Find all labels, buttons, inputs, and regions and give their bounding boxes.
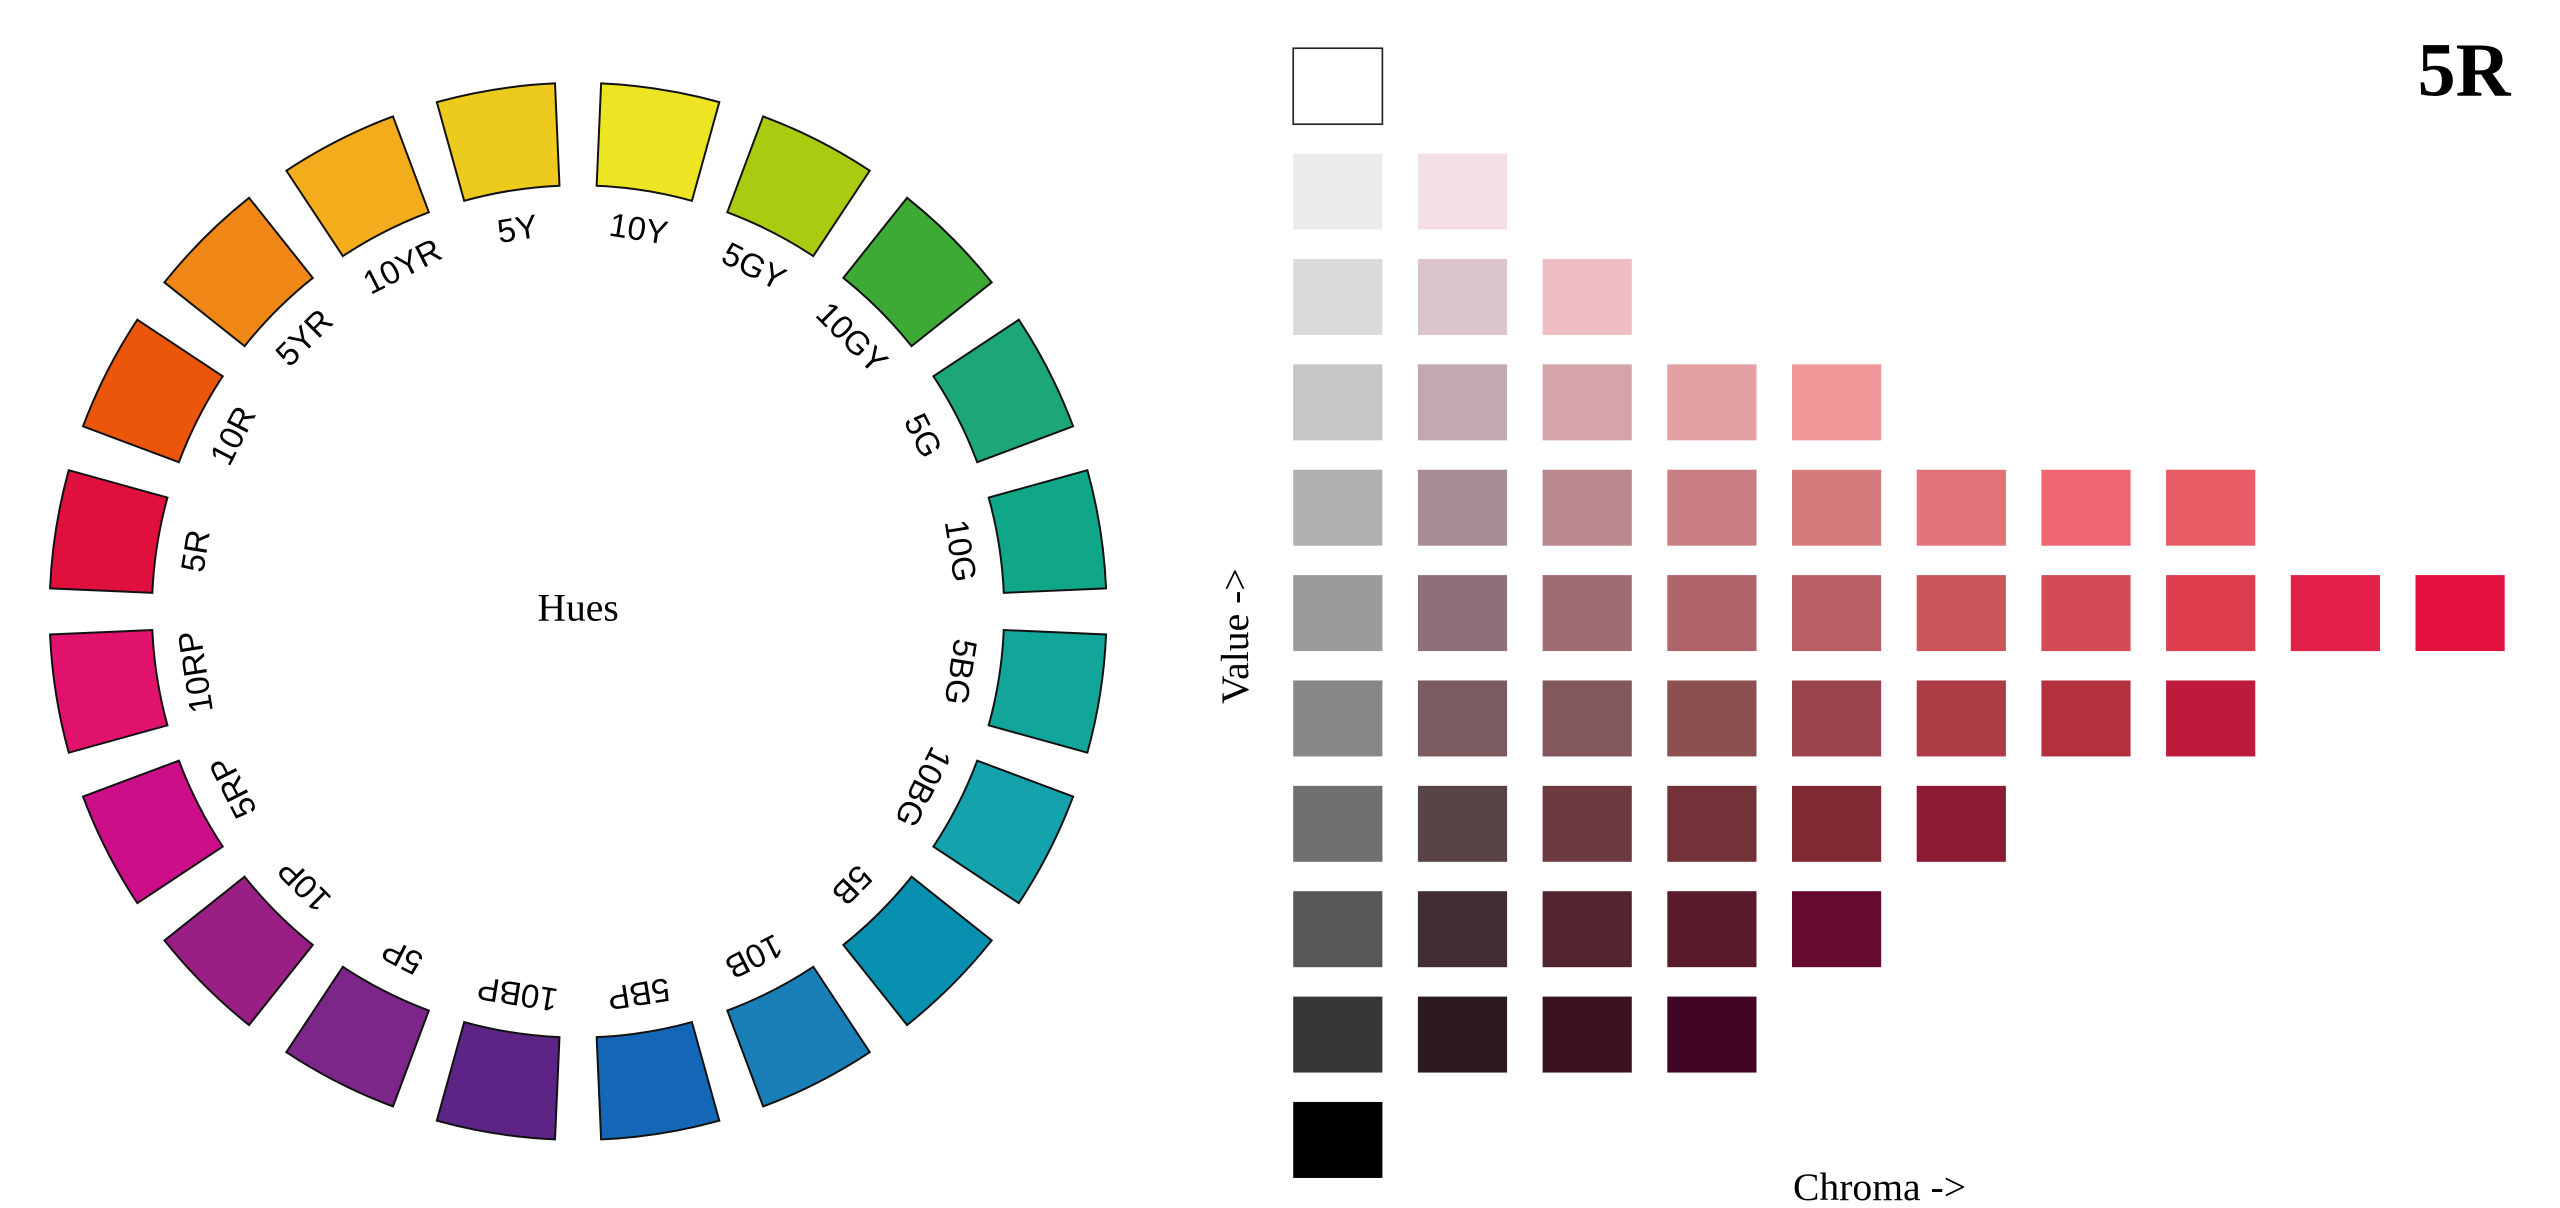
color-swatch <box>1417 575 1508 652</box>
wheel-center-label: Hues <box>537 586 618 630</box>
hue-label: 5R <box>174 527 217 574</box>
color-swatch <box>1293 785 1383 862</box>
color-swatch <box>1293 996 1383 1073</box>
color-swatch <box>1417 680 1508 757</box>
hue-segment <box>284 115 431 258</box>
color-swatch <box>1792 364 1882 441</box>
color-swatch <box>1542 469 1632 546</box>
color-swatch <box>1417 891 1508 968</box>
color-swatch <box>1417 153 1508 230</box>
color-swatch <box>1667 785 1757 862</box>
hue-segment <box>49 628 169 754</box>
hue-segment <box>163 196 315 348</box>
hue-segment <box>284 965 431 1108</box>
hue-label: 5GY <box>716 235 792 298</box>
hue-segment <box>49 468 169 594</box>
hue-segment <box>726 965 872 1108</box>
hue-label: 5Y <box>495 207 541 250</box>
color-swatch <box>2041 469 2131 546</box>
color-swatch <box>1667 891 1757 968</box>
hue-label: 10RP <box>170 628 219 715</box>
color-swatch <box>1293 891 1383 968</box>
color-swatch <box>1792 469 1882 546</box>
color-swatch <box>1417 996 1508 1073</box>
hue-segment <box>841 875 994 1027</box>
hue-segment <box>435 82 561 203</box>
hue-label: 10Y <box>607 206 671 252</box>
color-swatch <box>1293 364 1383 441</box>
color-swatch <box>1667 469 1757 546</box>
hue-segment <box>81 318 225 464</box>
hue-label: 10B <box>719 927 788 987</box>
color-swatch <box>2041 575 2131 652</box>
color-swatch <box>2166 680 2256 757</box>
hue-label: 10BP <box>475 970 561 1019</box>
chroma-axis-label: Chroma -> <box>1793 1165 1966 1208</box>
color-swatch <box>2290 575 2380 652</box>
color-swatch <box>1417 469 1508 546</box>
hue-label: 5BG <box>937 637 984 708</box>
hue-label: 5G <box>897 407 950 463</box>
hue-label: 5YR <box>268 302 340 374</box>
color-swatch <box>1542 891 1632 968</box>
color-swatch <box>1916 680 2006 757</box>
color-swatch <box>2041 680 2131 757</box>
color-swatch <box>1916 469 2006 546</box>
color-swatch <box>2415 575 2505 652</box>
color-swatch <box>1792 891 1882 968</box>
hue-label: 10R <box>202 400 262 471</box>
hue-label: 10BG <box>888 741 959 833</box>
color-swatch <box>1916 575 2006 652</box>
hue-segment <box>841 196 994 348</box>
hue-segment <box>726 115 872 258</box>
color-swatch <box>1542 996 1632 1073</box>
hue-segment <box>81 759 225 905</box>
color-swatch <box>2166 575 2256 652</box>
value-axis-label: Value -> <box>1213 568 1257 704</box>
hue-label: 10YR <box>357 231 447 301</box>
color-swatch <box>1417 258 1508 335</box>
hue-label: 5B <box>825 858 880 913</box>
hue-label: 10P <box>270 852 338 920</box>
color-swatch <box>1542 785 1632 862</box>
hue-segment <box>987 628 1108 754</box>
color-swatch <box>1292 47 1384 126</box>
color-swatch <box>1293 575 1383 652</box>
color-swatch <box>1417 785 1508 862</box>
hue-segment <box>932 759 1075 905</box>
color-swatch <box>1916 785 2006 862</box>
color-swatch <box>1293 680 1383 757</box>
hue-segment <box>595 82 721 203</box>
color-swatch <box>2166 469 2256 546</box>
hue-label: 10G <box>938 517 984 584</box>
color-swatch <box>1792 785 1882 862</box>
hue-label: 5P <box>376 931 429 982</box>
color-swatch <box>1293 1101 1383 1178</box>
color-swatch <box>1667 364 1757 441</box>
hue-segment <box>987 468 1108 594</box>
color-swatch <box>1542 258 1632 335</box>
color-swatch <box>1542 364 1632 441</box>
hue-label: 5RP <box>202 750 264 824</box>
color-swatch <box>1667 680 1757 757</box>
color-swatch <box>1667 575 1757 652</box>
color-swatch <box>1792 575 1882 652</box>
color-swatch <box>1542 575 1632 652</box>
hue-segment <box>932 318 1075 464</box>
hue-title: 5R <box>2418 28 2512 112</box>
hue-segment <box>435 1020 561 1141</box>
color-swatch <box>1542 680 1632 757</box>
color-swatch <box>1417 364 1508 441</box>
hue-segment <box>163 875 315 1027</box>
color-swatch <box>1792 680 1882 757</box>
hue-label: 5BP <box>605 971 672 1017</box>
color-swatch <box>1667 996 1757 1073</box>
color-swatch <box>1293 469 1383 546</box>
color-swatch <box>1293 258 1383 335</box>
color-swatch <box>1293 153 1383 230</box>
hue-segment <box>595 1020 721 1141</box>
